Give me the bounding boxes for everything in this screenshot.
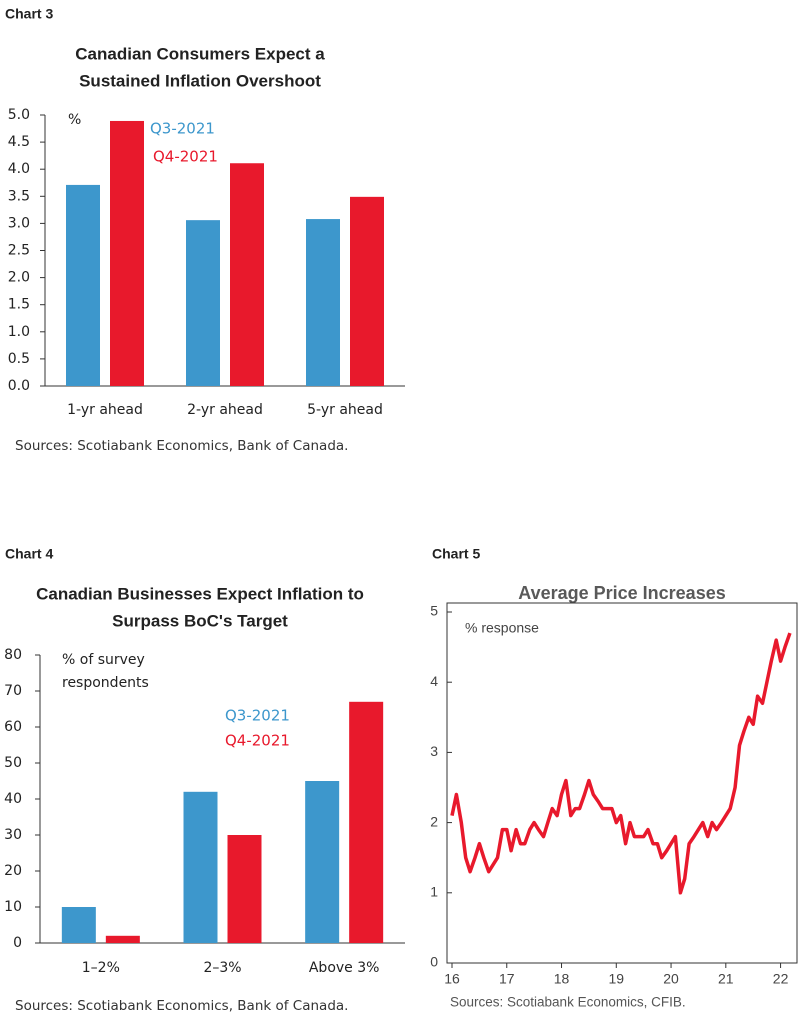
- y-tick-label: 2.0: [8, 270, 30, 286]
- y-tick-label: 4.5: [8, 134, 30, 150]
- bar: [230, 163, 264, 386]
- x-tick-label: 20: [663, 971, 679, 987]
- y-tick-label: 0.0: [8, 378, 30, 394]
- y-tick-label: 0: [430, 954, 438, 970]
- y-tick-label: 0.5: [8, 351, 30, 367]
- bar: [306, 219, 340, 386]
- chart-title: Average Price Increases: [518, 583, 725, 603]
- x-tick-label: 1-yr ahead: [67, 402, 143, 418]
- y-tick-label: 1.5: [8, 297, 30, 313]
- y-tick-label: 4: [430, 673, 438, 689]
- chart-title: Canadian Businesses Expect Inflation to: [36, 584, 364, 603]
- x-tick-label: 18: [554, 971, 570, 987]
- y-tick-label: 2.5: [8, 243, 30, 259]
- y-tick-label: 10: [4, 899, 22, 915]
- axis-label: % of survey: [62, 652, 145, 668]
- line: [450, 632, 792, 895]
- x-tick-label: 2-yr ahead: [187, 402, 263, 418]
- legend-entry: Q3-2021: [225, 707, 290, 725]
- y-tick-label: 5: [430, 603, 438, 619]
- chart-title: Surpass BoC's Target: [112, 611, 288, 630]
- x-tick-label: Above 3%: [309, 960, 380, 976]
- bar: [105, 935, 140, 943]
- chart-label: Chart 4: [5, 546, 53, 562]
- bar: [349, 701, 384, 943]
- y-tick-label: 3.0: [8, 215, 30, 231]
- bar: [186, 220, 220, 386]
- x-tick-label: 5-yr ahead: [307, 402, 383, 418]
- x-tick-label: 17: [499, 971, 515, 987]
- axis-label: %: [68, 112, 81, 128]
- y-tick-label: 30: [4, 827, 22, 843]
- plot-frame: [446, 602, 798, 964]
- axis-label: % response: [465, 620, 539, 636]
- legend-entry: Q4-2021: [225, 732, 290, 750]
- y-tick-label: 40: [4, 791, 22, 807]
- x-tick-label: 21: [718, 971, 734, 987]
- x-tick-label: 16: [444, 971, 460, 987]
- chart-label: Chart 5: [432, 546, 480, 562]
- source: Sources: Scotiabank Economics, Bank of C…: [15, 438, 348, 454]
- x-tick-label: 19: [608, 971, 624, 987]
- bar: [350, 196, 384, 386]
- y-tick-label: 4.0: [8, 161, 30, 177]
- y-tick-label: 20: [4, 863, 22, 879]
- chart-title: Canadian Consumers Expect a: [75, 44, 325, 63]
- y-tick-label: 1.0: [8, 324, 30, 340]
- source: Sources: Scotiabank Economics, Bank of C…: [15, 998, 348, 1014]
- source: Sources: Scotiabank Economics, CFIB.: [450, 995, 686, 1010]
- bar: [227, 835, 262, 943]
- x-tick-label: 22: [773, 971, 789, 987]
- bar: [183, 791, 218, 943]
- x-tick-label: 1–2%: [82, 960, 120, 976]
- y-tick-label: 80: [4, 647, 22, 663]
- y-tick-label: 3.5: [8, 188, 30, 204]
- bar: [61, 907, 96, 943]
- y-tick-label: 1: [430, 884, 438, 900]
- bar: [66, 184, 100, 386]
- axis-label: respondents: [62, 675, 149, 691]
- y-tick-label: 0: [13, 935, 22, 951]
- chart-label: Chart 3: [5, 6, 53, 22]
- legend-entry: Q4-2021: [153, 148, 218, 166]
- y-tick-label: 2: [430, 813, 438, 829]
- y-tick-label: 70: [4, 683, 22, 699]
- y-tick-label: 5.0: [8, 107, 30, 123]
- bar: [305, 781, 340, 943]
- y-tick-label: 3: [430, 743, 438, 759]
- bar: [110, 120, 144, 386]
- y-tick-label: 50: [4, 755, 22, 771]
- legend-entry: Q3-2021: [150, 120, 215, 138]
- y-tick-label: 60: [4, 719, 22, 735]
- x-tick-label: 2–3%: [203, 960, 241, 976]
- chart-title: Sustained Inflation Overshoot: [79, 71, 321, 90]
